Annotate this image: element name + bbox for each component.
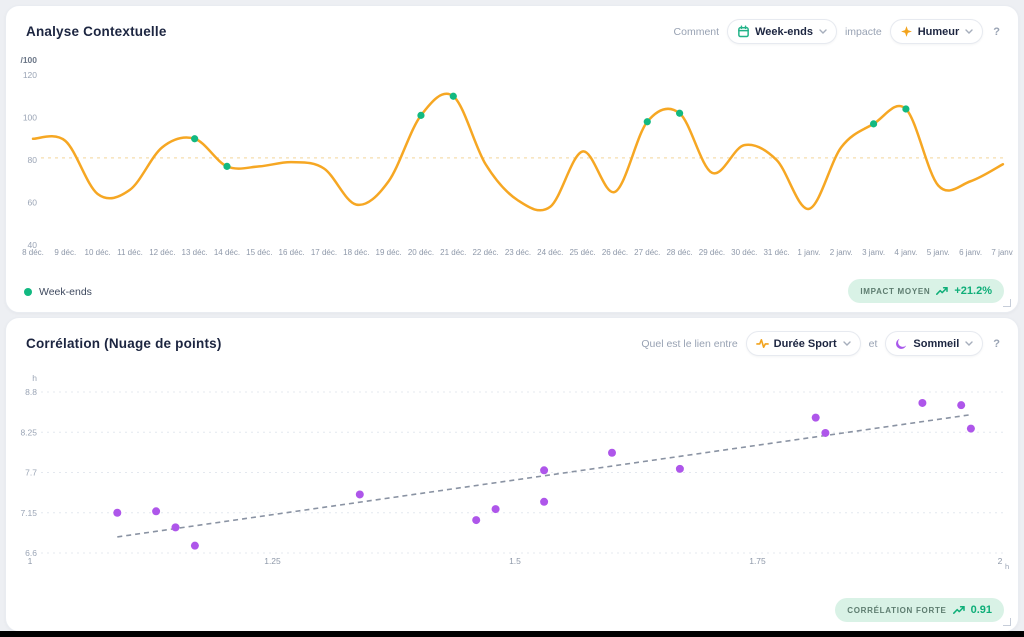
duree-sport-select-label: Durée Sport [773,337,837,350]
sommeil-select[interactable]: Sommeil [885,331,984,356]
svg-text:20 déc.: 20 déc. [408,248,434,257]
duree-sport-select[interactable]: Durée Sport [745,331,861,356]
correlation-scatter-chart[interactable]: h8.88.257.77.156.61 1.25 1.5 1.75 2h [11,368,1013,580]
impact-badge-value: +21.2% [954,285,992,297]
comment-label: Comment [673,25,720,38]
chevron-down-icon [965,341,973,346]
svg-text:29 déc.: 29 déc. [699,248,725,257]
trending-up-icon [936,286,949,296]
chevron-down-icon [819,29,827,34]
panel1-header: Analyse Contextuelle Comment Week-ends [6,6,1018,44]
help-button[interactable]: ? [993,25,1000,38]
sparkles-icon [900,25,913,38]
svg-text:120: 120 [23,70,37,80]
svg-text:27 déc.: 27 déc. [634,248,660,257]
svg-text:6 janv.: 6 janv. [959,248,982,257]
mood-line-chart[interactable]: /100 120 100 80 60 408 déc. 9 déc. 10 déc. 11 dé… [11,50,1013,268]
activity-icon [755,337,769,350]
svg-text:2: 2 [998,556,1003,566]
svg-text:/100: /100 [20,55,37,65]
svg-text:14 déc.: 14 déc. [214,248,240,257]
svg-text:7.15: 7.15 [20,508,37,518]
sommeil-select-label: Sommeil [913,337,960,350]
svg-text:10 déc.: 10 déc. [85,248,111,257]
svg-text:1 janv.: 1 janv. [797,248,820,257]
svg-text:7 janv.: 7 janv. [991,248,1013,257]
impact-badge-label: IMPACT MOYEN [860,286,931,296]
panel-analyse-contextuelle: Analyse Contextuelle Comment Week-ends [5,5,1019,313]
svg-text:8.8: 8.8 [25,387,37,397]
resize-handle[interactable] [1003,299,1011,307]
svg-text:19 déc.: 19 déc. [376,248,402,257]
panel2-controls: Quel est le lien entre Durée Sport et [641,331,1002,356]
svg-text:2 janv.: 2 janv. [830,248,853,257]
panel-correlation: Corrélation (Nuage de points) Quel est l… [5,317,1019,632]
svg-text:1.75: 1.75 [749,556,766,566]
svg-text:25 déc.: 25 déc. [569,248,595,257]
humeur-select[interactable]: Humeur [889,19,984,44]
legend-weekends[interactable]: Week-ends [24,286,92,298]
svg-text:16 déc.: 16 déc. [279,248,305,257]
svg-text:31 déc.: 31 déc. [763,248,789,257]
svg-text:28 déc.: 28 déc. [666,248,692,257]
svg-text:21 déc.: 21 déc. [440,248,466,257]
svg-text:60: 60 [28,198,38,208]
svg-text:18 déc.: 18 déc. [343,248,369,257]
svg-text:15 déc.: 15 déc. [246,248,272,257]
calendar-icon [737,25,750,38]
svg-text:6.6: 6.6 [25,548,37,558]
svg-text:1: 1 [28,556,33,566]
svg-text:8 déc.: 8 déc. [22,248,44,257]
resize-handle[interactable] [1003,618,1011,626]
svg-text:22 déc.: 22 déc. [472,248,498,257]
svg-text:h: h [32,373,37,383]
svg-text:5 janv.: 5 janv. [927,248,950,257]
help-button[interactable]: ? [993,337,1000,350]
moon-icon [895,337,908,350]
svg-text:3 janv.: 3 janv. [862,248,885,257]
panel2-title: Corrélation (Nuage de points) [26,336,222,351]
svg-text:8.25: 8.25 [20,427,37,437]
trending-up-icon [952,605,965,615]
weekends-select-label: Week-ends [755,25,813,38]
bottom-bar [0,631,1024,637]
svg-text:13 déc.: 13 déc. [182,248,208,257]
impact-badge: IMPACT MOYEN +21.2% [848,279,1004,303]
svg-text:9 déc.: 9 déc. [54,248,76,257]
panel2-header: Corrélation (Nuage de points) Quel est l… [6,318,1018,356]
chevron-down-icon [965,29,973,34]
svg-text:23 déc.: 23 déc. [505,248,531,257]
legend-label: Week-ends [39,286,92,298]
correlation-badge: CORRÉLATION FORTE 0.91 [835,598,1004,622]
svg-text:12 déc.: 12 déc. [149,248,175,257]
svg-text:26 déc.: 26 déc. [602,248,628,257]
svg-text:1.25: 1.25 [264,556,281,566]
svg-text:4 janv.: 4 janv. [894,248,917,257]
correlation-badge-label: CORRÉLATION FORTE [847,605,947,615]
svg-text:30 déc.: 30 déc. [731,248,757,257]
panel1-controls: Comment Week-ends imp [674,19,1002,44]
et-label: et [868,337,878,350]
legend-dot-icon [24,288,32,296]
svg-text:11 déc.: 11 déc. [117,248,143,257]
impacte-label: impacte [844,25,882,38]
correlation-badge-value: 0.91 [970,604,992,616]
svg-text:80: 80 [28,155,38,165]
panel1-title: Analyse Contextuelle [26,24,167,39]
lien-label: Quel est le lien entre [641,337,738,350]
humeur-select-label: Humeur [917,25,960,38]
svg-text:7.7: 7.7 [25,468,37,478]
svg-text:17 déc.: 17 déc. [311,248,337,257]
svg-text:100: 100 [23,113,37,123]
svg-text:1.5: 1.5 [509,556,521,566]
svg-text:h: h [1005,562,1009,571]
chevron-down-icon [842,341,851,346]
svg-text:24 déc.: 24 déc. [537,248,563,257]
svg-text:40: 40 [28,240,38,250]
weekends-select[interactable]: Week-ends [727,19,837,44]
